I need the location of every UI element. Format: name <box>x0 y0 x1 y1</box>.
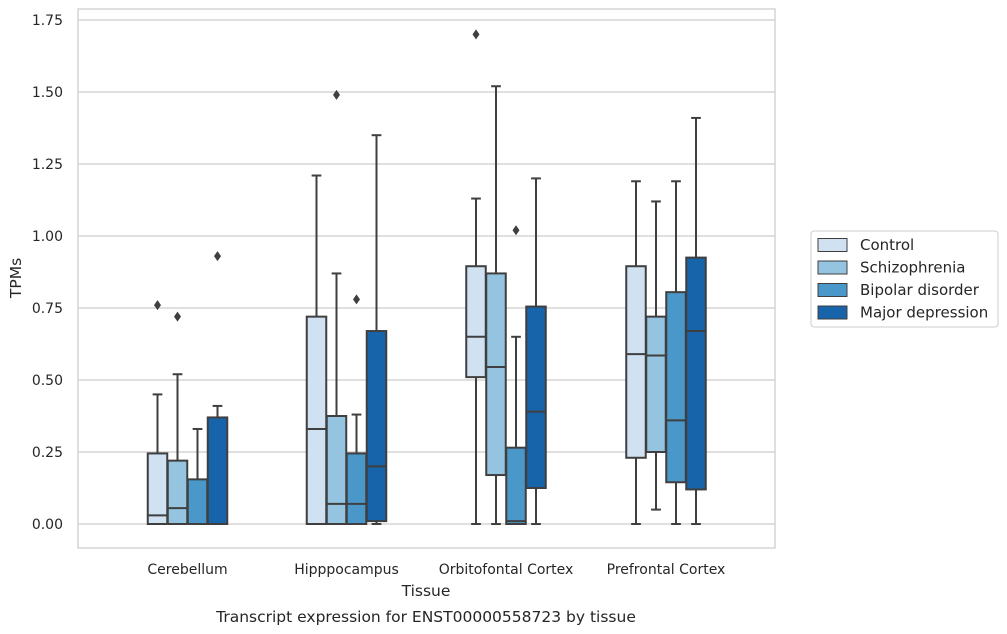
box-bipolar-disorder <box>345 294 368 525</box>
box-body <box>305 315 328 526</box>
legend-frame <box>810 230 999 328</box>
boxes <box>146 29 707 526</box>
outlier-marker <box>512 225 520 236</box>
box-schizophrenia <box>485 85 507 525</box>
y-tick-label: 0.75 <box>32 301 63 317</box>
y-tick-label: 1.00 <box>32 229 63 245</box>
outlier-marker <box>333 89 340 100</box>
y-tick-label: 0.25 <box>32 445 63 461</box>
x-tick-labels: Cerebellum Hipppocampus Orbitofontal Corte… <box>147 562 725 578</box>
y-tick-label: 0.50 <box>32 373 63 389</box>
y-tick-label: 1.25 <box>32 157 63 173</box>
x-tick-label: Hipppocampus <box>294 562 399 578</box>
legend-label: Schizophrenia <box>860 259 965 277</box>
legend-label: Major depression <box>860 304 988 322</box>
box-body <box>645 315 667 454</box>
box-body <box>505 446 527 525</box>
box-control <box>465 29 487 525</box>
y-axis-title: TPMs <box>7 258 25 299</box>
box-schizophrenia <box>166 311 189 526</box>
box-schizophrenia <box>645 200 667 511</box>
x-tick-label: Orbitofontal Cortex <box>439 562 574 578</box>
legend-label: Control <box>860 236 914 254</box>
box-body <box>186 478 209 525</box>
box-body <box>146 452 169 525</box>
outlier-marker <box>154 300 161 311</box>
box-body <box>465 265 487 379</box>
outlier-marker <box>214 251 221 262</box>
legend-label: Bipolar disorder <box>860 281 980 299</box>
box-body <box>685 256 707 491</box>
outlier-marker <box>472 29 480 40</box>
box-body <box>665 291 687 484</box>
y-tick-label: 1.50 <box>32 85 63 101</box>
y-tick-label: 0.00 <box>32 517 63 533</box>
box-body <box>345 452 368 525</box>
box-body <box>166 459 189 526</box>
box-body <box>625 265 647 459</box>
legend-items: Control Schizophrenia Bipolar disorder Majo… <box>817 236 988 322</box>
outlier-marker <box>353 294 360 305</box>
box-body <box>365 330 388 523</box>
y-tick-labels: 0.00 0.25 0.50 0.75 1.00 1.25 1.50 1.75 <box>32 13 63 533</box>
outlier-marker <box>174 311 181 322</box>
y-tick-label: 1.75 <box>32 13 63 29</box>
box-body <box>325 415 348 525</box>
box-bipolar-disorder <box>186 427 209 525</box>
x-tick-label: Prefrontal Cortex <box>607 562 726 578</box>
legend-swatch <box>817 283 848 297</box>
box-body <box>206 416 229 525</box>
x-tick-label: Cerebellum <box>147 562 227 578</box>
x-axis-title: Tissue <box>401 582 451 600</box>
figure-caption: Transcript expression for ENST0000055872… <box>215 608 636 626</box>
box-control <box>146 300 169 525</box>
box-body <box>525 305 547 489</box>
box-major-depression <box>525 177 547 525</box>
box-major-depression <box>365 134 388 525</box>
legend-swatch <box>817 305 848 320</box>
legend-swatch <box>817 260 848 275</box>
box-control <box>625 180 647 525</box>
legend-swatch <box>817 238 848 252</box>
box-body <box>485 272 507 477</box>
box-major-depression <box>685 116 707 525</box>
box-major-depression <box>206 251 229 525</box>
plot-frame <box>77 8 776 549</box>
legend: Control Schizophrenia Bipolar disorder Majo… <box>810 230 999 328</box>
